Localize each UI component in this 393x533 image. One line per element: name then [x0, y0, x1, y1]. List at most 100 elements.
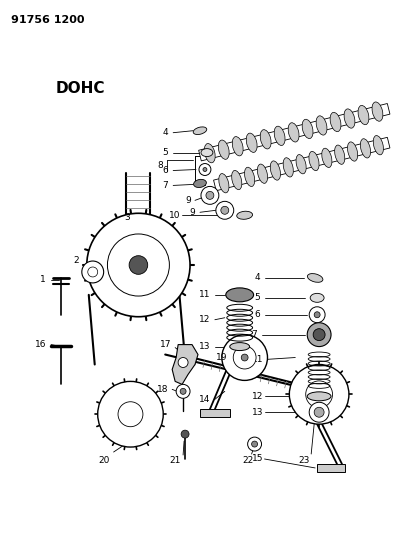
- Text: 6: 6: [162, 166, 168, 175]
- Text: 7: 7: [252, 330, 257, 339]
- Text: 20: 20: [98, 456, 109, 465]
- Ellipse shape: [218, 140, 229, 159]
- Circle shape: [98, 382, 163, 447]
- Text: 4: 4: [255, 273, 261, 282]
- Ellipse shape: [274, 126, 285, 146]
- Ellipse shape: [231, 171, 242, 190]
- Ellipse shape: [288, 123, 299, 142]
- Ellipse shape: [260, 130, 271, 149]
- Circle shape: [206, 191, 214, 199]
- Circle shape: [222, 335, 268, 381]
- Ellipse shape: [232, 136, 243, 156]
- Circle shape: [309, 307, 325, 322]
- Text: 15: 15: [252, 455, 263, 464]
- Ellipse shape: [244, 167, 255, 187]
- Ellipse shape: [230, 343, 250, 351]
- Text: 12: 12: [199, 315, 211, 324]
- Bar: [317, 464, 345, 472]
- Circle shape: [306, 381, 332, 408]
- Ellipse shape: [296, 155, 306, 174]
- Text: 2: 2: [73, 255, 79, 264]
- Ellipse shape: [310, 293, 324, 302]
- Circle shape: [252, 441, 257, 447]
- Ellipse shape: [360, 139, 371, 158]
- Bar: [200, 409, 230, 417]
- Circle shape: [82, 261, 104, 283]
- Ellipse shape: [302, 119, 313, 139]
- Ellipse shape: [204, 143, 215, 163]
- Text: 6: 6: [255, 310, 261, 319]
- Polygon shape: [172, 345, 198, 384]
- Text: 14: 14: [199, 395, 211, 404]
- Text: 1: 1: [40, 276, 46, 285]
- Polygon shape: [199, 103, 390, 161]
- Ellipse shape: [322, 148, 332, 167]
- Circle shape: [313, 329, 325, 341]
- Circle shape: [201, 187, 219, 204]
- Circle shape: [88, 267, 98, 277]
- Text: DOHC: DOHC: [56, 81, 105, 96]
- Ellipse shape: [193, 127, 207, 134]
- Polygon shape: [213, 138, 390, 191]
- Text: 17: 17: [160, 340, 171, 349]
- Circle shape: [176, 384, 190, 398]
- Text: 5: 5: [162, 148, 168, 157]
- Circle shape: [181, 430, 189, 438]
- Ellipse shape: [201, 149, 213, 157]
- Text: 4: 4: [162, 128, 168, 137]
- Ellipse shape: [316, 116, 327, 135]
- Circle shape: [180, 389, 186, 394]
- Text: 8: 8: [157, 161, 163, 170]
- Text: 22: 22: [242, 456, 253, 465]
- Ellipse shape: [358, 106, 369, 125]
- Ellipse shape: [373, 135, 384, 155]
- Ellipse shape: [270, 161, 281, 180]
- Ellipse shape: [219, 174, 229, 193]
- Text: 23: 23: [299, 456, 310, 465]
- Ellipse shape: [330, 112, 341, 132]
- Ellipse shape: [307, 392, 331, 401]
- Ellipse shape: [283, 158, 293, 177]
- Text: 12: 12: [252, 392, 263, 401]
- Ellipse shape: [372, 102, 383, 121]
- Circle shape: [129, 256, 148, 274]
- Text: 18: 18: [156, 385, 168, 394]
- Text: 7: 7: [162, 181, 168, 190]
- Circle shape: [178, 358, 188, 367]
- Circle shape: [221, 206, 229, 214]
- Text: 19: 19: [216, 353, 228, 362]
- Ellipse shape: [226, 288, 253, 302]
- Text: 9: 9: [185, 196, 191, 205]
- Circle shape: [307, 322, 331, 346]
- Ellipse shape: [335, 145, 345, 164]
- Text: 11: 11: [199, 290, 211, 300]
- Circle shape: [216, 201, 234, 219]
- Circle shape: [309, 402, 329, 422]
- Text: 21: 21: [169, 456, 181, 465]
- Circle shape: [199, 164, 211, 175]
- Ellipse shape: [307, 273, 323, 282]
- Text: 9: 9: [189, 208, 195, 217]
- Circle shape: [107, 234, 169, 296]
- Circle shape: [248, 437, 261, 451]
- Ellipse shape: [237, 211, 253, 219]
- Text: 10: 10: [169, 211, 181, 220]
- Ellipse shape: [344, 109, 355, 128]
- Circle shape: [289, 365, 349, 424]
- Circle shape: [314, 407, 324, 417]
- Circle shape: [314, 312, 320, 318]
- Text: 13: 13: [252, 408, 263, 417]
- Ellipse shape: [246, 133, 257, 152]
- Text: 16: 16: [35, 340, 47, 349]
- Text: 3: 3: [125, 213, 130, 222]
- Ellipse shape: [194, 180, 206, 188]
- Circle shape: [203, 167, 207, 172]
- Text: 11: 11: [252, 355, 263, 364]
- Text: 5: 5: [255, 293, 261, 302]
- Circle shape: [87, 213, 190, 317]
- Ellipse shape: [309, 151, 319, 171]
- Ellipse shape: [257, 164, 268, 183]
- Text: 13: 13: [199, 342, 211, 351]
- Circle shape: [118, 402, 143, 427]
- Circle shape: [241, 354, 248, 361]
